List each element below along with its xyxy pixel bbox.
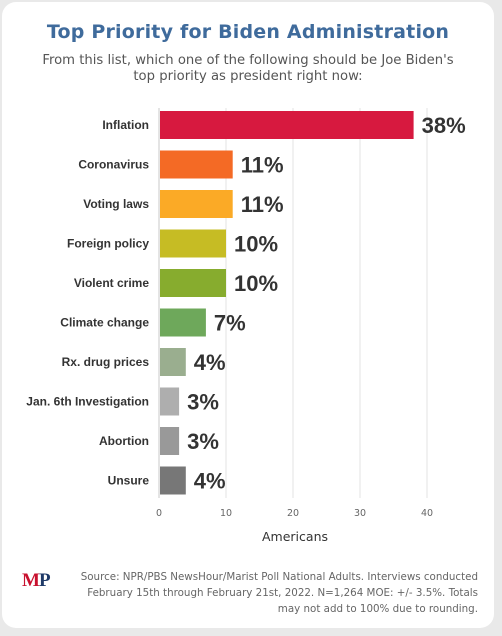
x-tick-label: 40 [421,508,433,519]
x-axis-title: Americans [262,529,328,544]
bar [160,427,180,455]
chart-subtitle: From this list, which one of the followi… [42,53,454,84]
category-label: Unsure [108,474,150,488]
logo-letter-m: M [22,570,40,591]
category-label: Jan. 6th Investigation [26,395,149,409]
data-label: 11% [241,192,284,217]
category-label: Rx. drug prices [62,355,150,369]
category-label: Abortion [99,434,149,448]
data-label: 10% [234,271,278,296]
bar [160,229,226,258]
data-label: 4% [194,350,226,375]
logo-letter-p: P [38,570,51,591]
bar [160,150,233,179]
chart-title: Top Priority for Biden Administration [46,21,450,43]
x-tick-label: 0 [156,508,162,519]
data-label: 38% [422,113,466,138]
data-label: 3% [187,429,219,454]
x-tick-label: 30 [354,508,366,519]
category-label: Coronavirus [78,158,149,172]
bar [160,111,414,139]
chart-card: Top Priority for Biden Administration Fr… [2,2,494,628]
category-label: Climate change [60,316,149,330]
category-label: Foreign policy [67,237,149,251]
bar [160,348,186,376]
x-tick-label: 10 [220,508,232,519]
marist-poll-logo: MP [22,570,51,592]
category-label: Inflation [102,118,149,132]
data-label: 4% [194,469,226,494]
bar-chart: 0 10 20 30 40 Inflation 38% Coronavirus 11% Votin… [26,108,466,544]
bar [160,387,180,416]
x-tick-label: 20 [287,508,299,519]
data-label: 7% [214,311,246,336]
bar [160,269,226,297]
bar [160,466,186,495]
category-label: Violent crime [74,276,149,290]
data-label: 10% [234,232,278,257]
source-note: Source: NPR/PBS NewsHour/Marist Poll Nat… [80,571,478,615]
bar [160,308,206,337]
data-label: 3% [187,390,219,415]
bar [160,190,233,218]
data-label: 11% [241,153,284,178]
category-label: Voting laws [83,197,149,211]
